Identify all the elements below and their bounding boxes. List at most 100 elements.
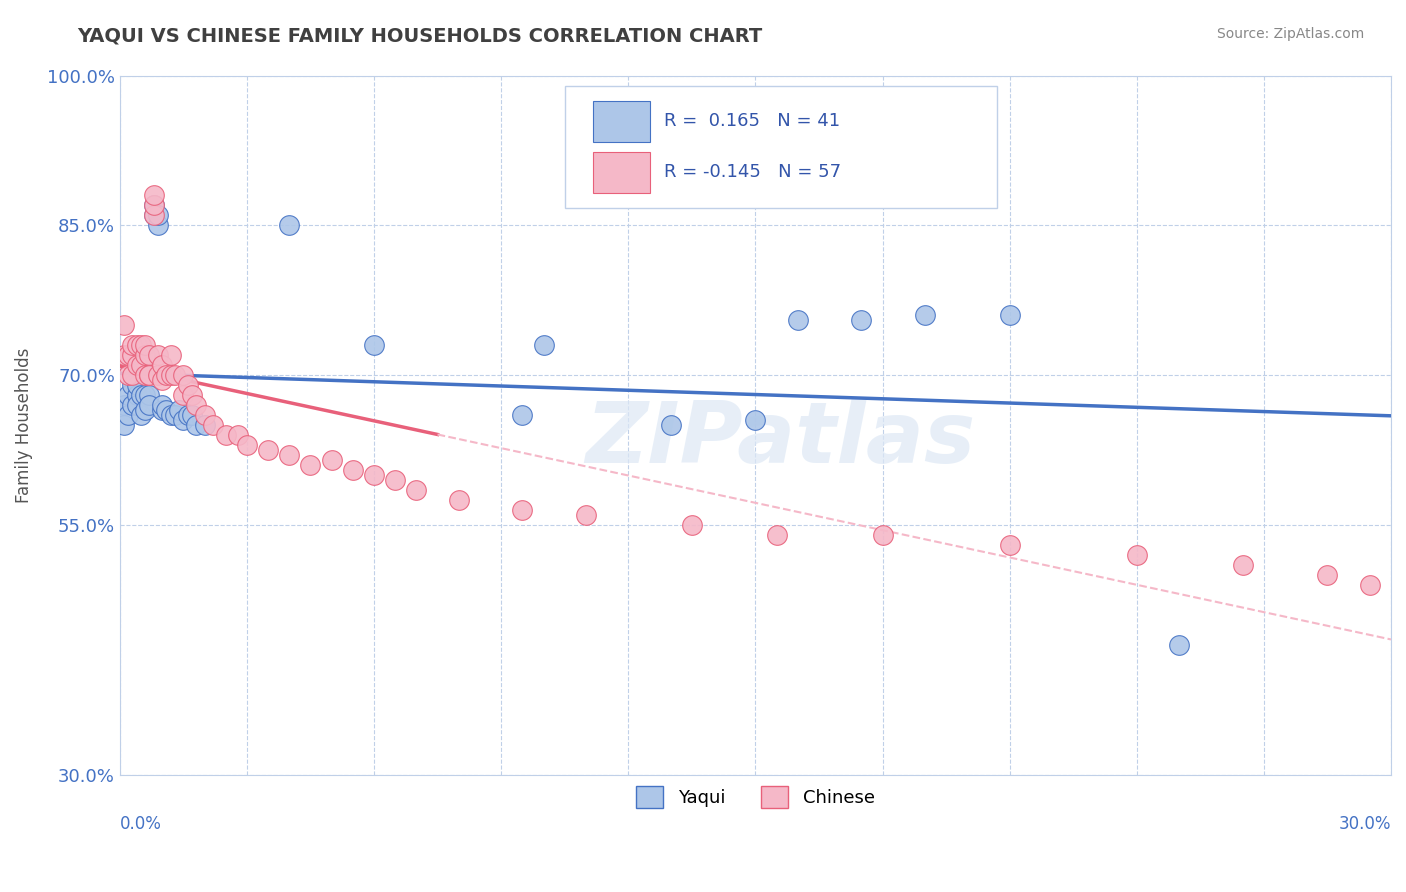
Point xyxy=(1232,558,1254,573)
Point xyxy=(112,348,135,362)
Point xyxy=(121,338,143,352)
Point xyxy=(138,368,160,383)
Point xyxy=(215,428,238,442)
Point xyxy=(112,398,135,412)
Point xyxy=(150,373,173,387)
Text: 0.0%: 0.0% xyxy=(120,815,162,833)
Point xyxy=(1168,638,1191,652)
Point xyxy=(228,428,250,442)
Point xyxy=(257,443,280,458)
Point xyxy=(201,418,224,433)
Point xyxy=(533,338,555,352)
Point xyxy=(150,398,173,412)
Point xyxy=(180,409,202,423)
Point xyxy=(129,359,152,373)
Point xyxy=(138,348,160,362)
Point xyxy=(167,403,190,417)
Point xyxy=(142,198,165,212)
Point xyxy=(125,398,148,412)
Point xyxy=(134,338,156,352)
Point xyxy=(134,403,156,417)
Bar xyxy=(593,152,650,193)
Point xyxy=(138,368,160,383)
Point xyxy=(342,463,364,477)
Point xyxy=(112,318,135,333)
Point xyxy=(510,503,533,517)
Point xyxy=(184,418,207,433)
Point xyxy=(363,338,385,352)
Point xyxy=(278,448,301,462)
Text: 30.0%: 30.0% xyxy=(1339,815,1391,833)
Point xyxy=(134,388,156,402)
Text: R =  0.165   N = 41: R = 0.165 N = 41 xyxy=(664,112,839,130)
Point xyxy=(681,518,703,533)
Point xyxy=(447,493,470,508)
Point xyxy=(142,188,165,202)
Point xyxy=(172,413,194,427)
Point xyxy=(117,368,139,383)
Point xyxy=(138,398,160,412)
Point xyxy=(786,313,808,327)
Point xyxy=(176,378,198,392)
Point xyxy=(146,219,169,233)
Legend: Yaqui, Chinese: Yaqui, Chinese xyxy=(628,779,882,815)
Point xyxy=(117,388,139,402)
Point xyxy=(172,368,194,383)
Point xyxy=(851,313,873,327)
Point xyxy=(155,403,177,417)
Point xyxy=(121,378,143,392)
Bar xyxy=(593,101,650,142)
Point xyxy=(163,409,186,423)
Point xyxy=(146,348,169,362)
Point xyxy=(117,409,139,423)
Text: YAQUI VS CHINESE FAMILY HOUSEHOLDS CORRELATION CHART: YAQUI VS CHINESE FAMILY HOUSEHOLDS CORRE… xyxy=(77,27,762,45)
Point xyxy=(1316,568,1339,582)
Point xyxy=(129,338,152,352)
Point xyxy=(872,528,894,542)
Point xyxy=(125,338,148,352)
Point xyxy=(129,388,152,402)
Point xyxy=(176,409,198,423)
Point xyxy=(510,409,533,423)
Point xyxy=(998,309,1021,323)
Text: R = -0.145   N = 57: R = -0.145 N = 57 xyxy=(664,163,841,181)
Point xyxy=(1358,578,1381,592)
Point xyxy=(914,309,936,323)
Point xyxy=(998,538,1021,552)
Point xyxy=(150,359,173,373)
Point xyxy=(405,483,427,498)
Point xyxy=(121,348,143,362)
Point xyxy=(146,368,169,383)
Point xyxy=(659,418,682,433)
Point xyxy=(112,418,135,433)
Y-axis label: Family Households: Family Households xyxy=(15,348,32,503)
Point xyxy=(117,348,139,362)
Point xyxy=(125,359,148,373)
Point xyxy=(180,388,202,402)
Point xyxy=(744,413,766,427)
Point xyxy=(193,409,215,423)
Point xyxy=(765,528,787,542)
Text: Source: ZipAtlas.com: Source: ZipAtlas.com xyxy=(1216,27,1364,41)
Point xyxy=(321,453,343,467)
Point xyxy=(142,209,165,223)
Point xyxy=(278,219,301,233)
Point xyxy=(236,438,259,452)
Point xyxy=(134,348,156,362)
Point xyxy=(575,508,598,523)
Point xyxy=(121,398,143,412)
Point xyxy=(159,368,181,383)
Point xyxy=(142,209,165,223)
Point xyxy=(134,368,156,383)
Point xyxy=(129,409,152,423)
Point xyxy=(138,388,160,402)
Point xyxy=(146,209,169,223)
Point xyxy=(163,368,186,383)
Point xyxy=(193,418,215,433)
Point xyxy=(142,198,165,212)
Point xyxy=(155,368,177,383)
Point xyxy=(172,388,194,402)
Point xyxy=(363,468,385,483)
Point xyxy=(121,368,143,383)
Point xyxy=(159,348,181,362)
